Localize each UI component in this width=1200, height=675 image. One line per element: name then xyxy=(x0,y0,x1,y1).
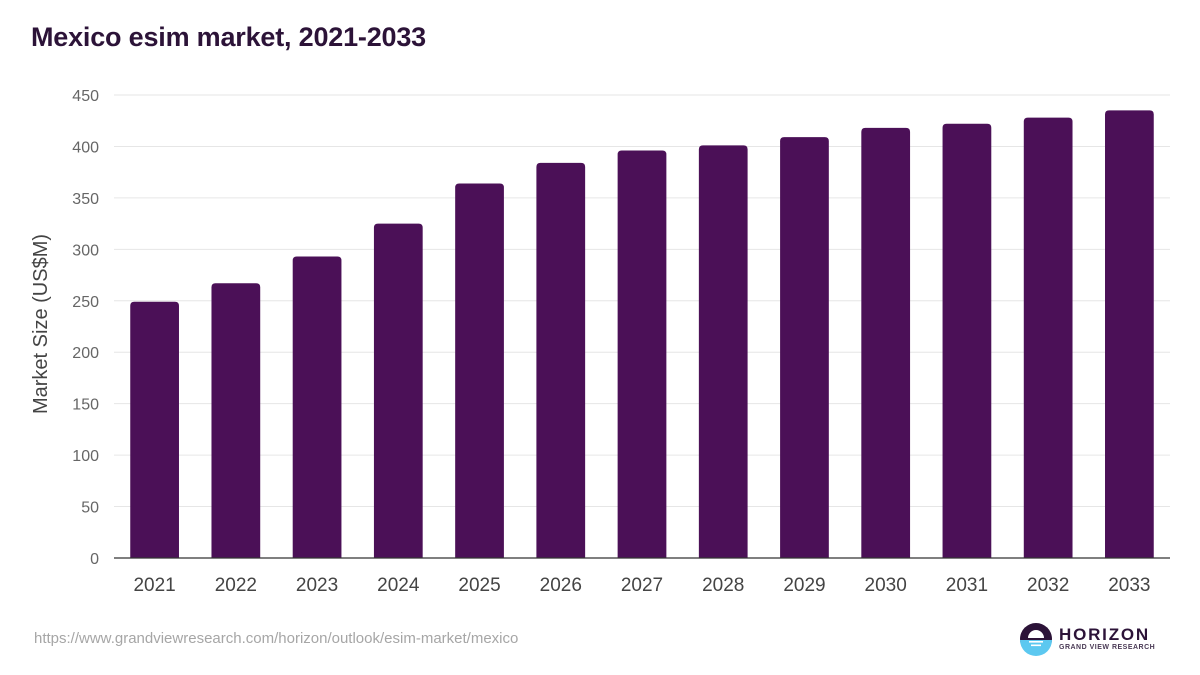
y-tick-label: 400 xyxy=(72,139,99,156)
chart-title: Mexico esim market, 2021-2033 xyxy=(31,22,426,52)
bar-2023[interactable] xyxy=(292,256,342,558)
bar-2031[interactable] xyxy=(942,123,992,558)
y-axis-ticks: 0 50 100 150 200 250 300 350 400 450 xyxy=(72,88,99,568)
y-axis-label: Market Size (US$M) xyxy=(30,234,52,414)
x-tick-label: 2028 xyxy=(702,575,744,596)
x-tick-label: 2025 xyxy=(458,575,500,596)
bars xyxy=(130,110,1154,559)
x-tick-label: 2023 xyxy=(296,575,338,596)
y-tick-label: 200 xyxy=(72,345,99,362)
y-tick-label: 150 xyxy=(72,397,99,414)
bar-2029[interactable] xyxy=(780,137,829,558)
y-tick-label: 250 xyxy=(72,294,99,311)
x-tick-label: 2027 xyxy=(621,575,663,596)
x-tick-label: 2033 xyxy=(1108,575,1150,596)
y-tick-label: 350 xyxy=(72,191,99,208)
x-tick-label: 2024 xyxy=(377,575,420,596)
x-tick-label: 2032 xyxy=(1027,575,1069,596)
horizon-logo: HORIZON GRAND VIEW RESEARCH xyxy=(1019,622,1156,656)
bar-2032[interactable] xyxy=(1023,117,1073,558)
x-axis-ticks: 2021 2022 2023 2024 2025 2026 2027 2028 2029 2030… xyxy=(133,575,1150,596)
bar-2024[interactable] xyxy=(373,223,423,558)
x-tick-label: 2022 xyxy=(215,575,257,596)
y-tick-label: 0 xyxy=(90,551,99,568)
y-tick-label: 300 xyxy=(72,242,99,259)
horizon-logo-icon xyxy=(1020,623,1052,656)
logo-name: HORIZON xyxy=(1059,625,1150,644)
bar-chart: 0 50 100 150 200 250 300 350 400 450 2021 2022 2023… xyxy=(30,88,1170,596)
logo-tagline: GRAND VIEW RESEARCH xyxy=(1059,644,1156,651)
y-tick-label: 100 xyxy=(72,448,99,465)
bar-2021[interactable] xyxy=(130,301,179,558)
bar-2027[interactable] xyxy=(617,150,667,558)
y-tick-label: 450 xyxy=(72,88,99,105)
source-url[interactable]: https://www.grandviewresearch.com/horizo… xyxy=(34,630,519,647)
x-tick-label: 2030 xyxy=(865,575,907,596)
x-tick-label: 2029 xyxy=(783,575,825,596)
bar-2022[interactable] xyxy=(211,283,261,558)
bar-2026[interactable] xyxy=(536,162,586,558)
bar-2033[interactable] xyxy=(1105,110,1154,558)
bar-2028[interactable] xyxy=(698,145,748,558)
bar-2025[interactable] xyxy=(455,183,504,559)
y-tick-label: 50 xyxy=(81,500,99,517)
x-tick-label: 2031 xyxy=(946,575,988,596)
bar-2030[interactable] xyxy=(861,127,911,559)
x-tick-label: 2026 xyxy=(540,575,582,596)
x-tick-label: 2021 xyxy=(133,575,175,596)
